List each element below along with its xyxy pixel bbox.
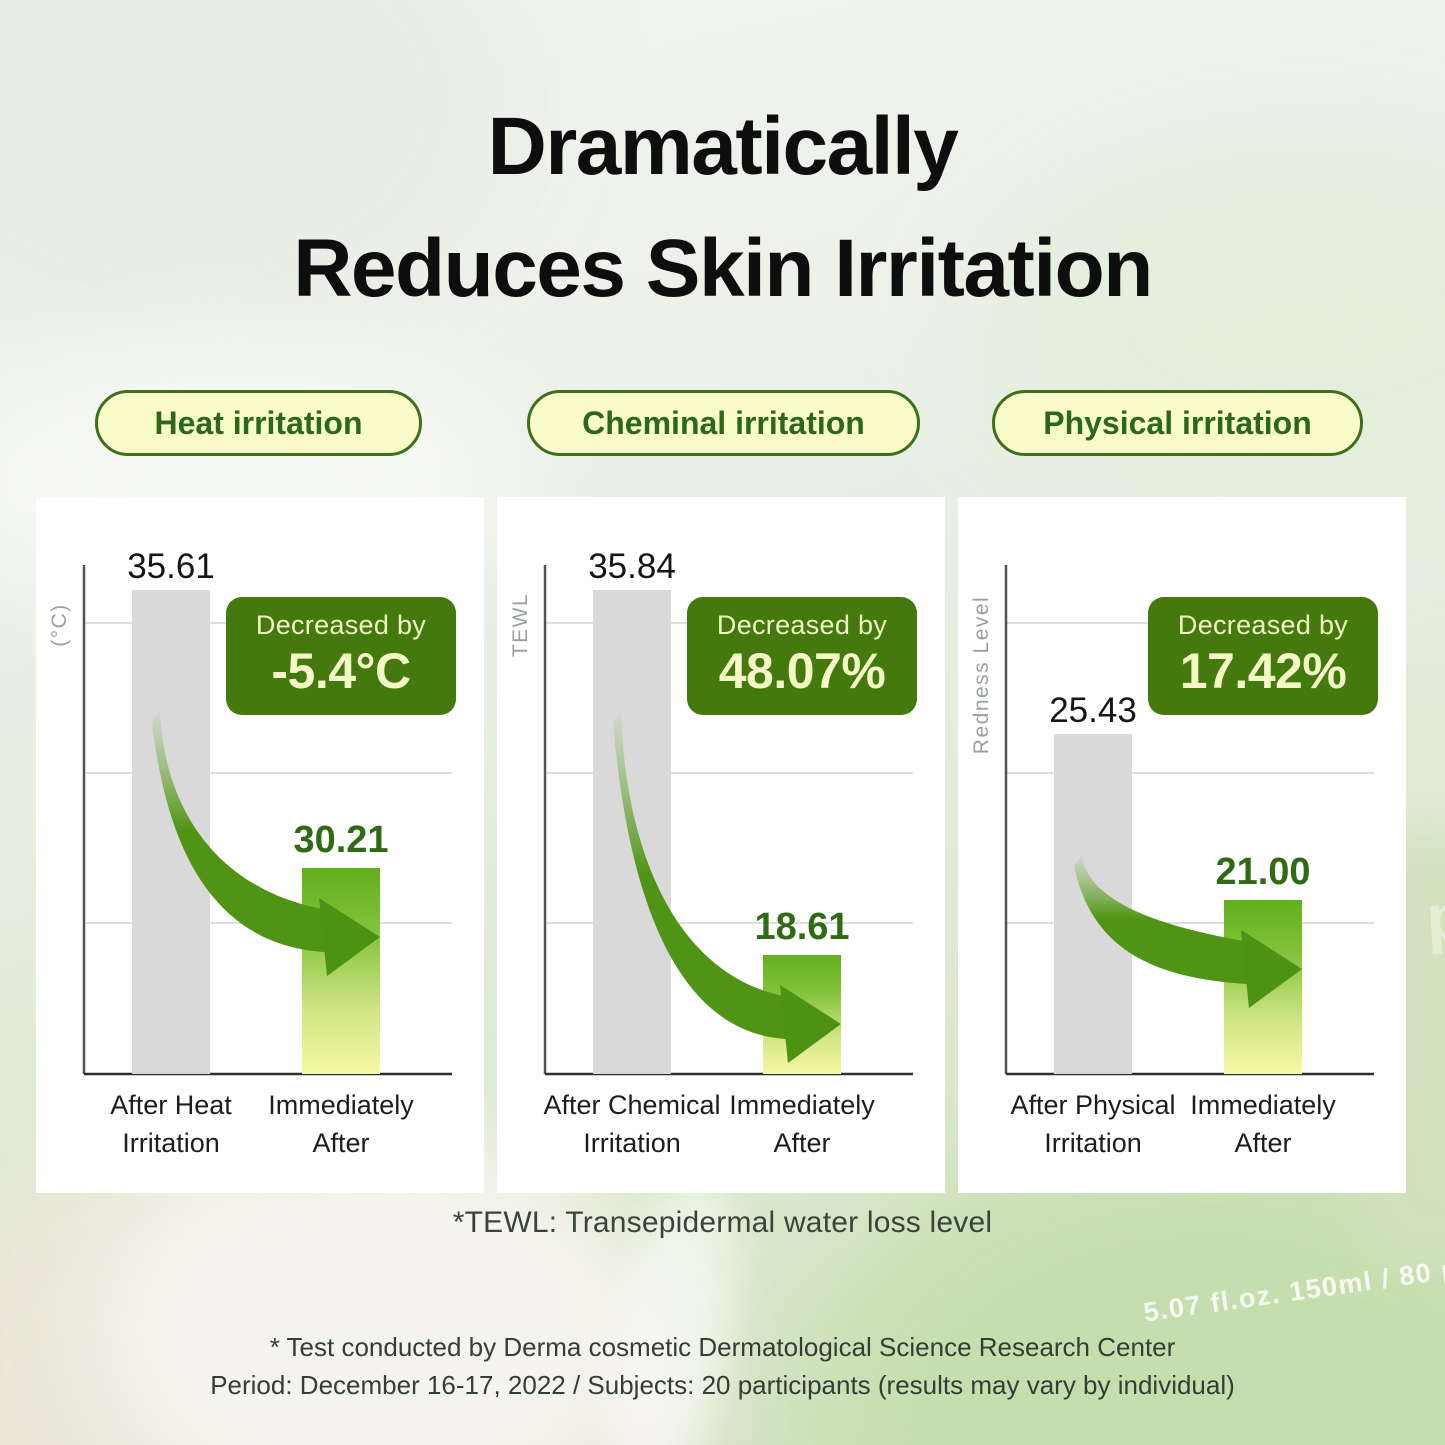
chart-svg: 35.61 30.21 (°C) After Heat Irritation Immedi…: [48, 547, 452, 1158]
decrease-badge-prefix: Decreased by: [255, 610, 427, 640]
page-title: Dramatically Reduces Skin Irritation: [0, 86, 1445, 330]
packaging-volume-watermark: 5.07 fl.oz. 150ml / 80 pads: [1141, 1246, 1445, 1328]
before-category-line1: After Physical: [1010, 1090, 1175, 1120]
after-category-line1: Immediately: [729, 1090, 875, 1120]
decrease-badge-value: -5.4°C: [271, 643, 411, 699]
decrease-arrow-head: [1241, 930, 1302, 1008]
after-value-label: 18.61: [754, 906, 849, 948]
decrease-arrow-tail: [613, 710, 789, 1039]
decrease-badge-physical: Decreased by 17.42%: [1148, 597, 1378, 715]
after-category-line2: After: [312, 1128, 369, 1158]
bar-after: [302, 868, 380, 1074]
page-title-line1: Dramatically: [487, 101, 959, 192]
period-footnote: Period: December 16-17, 2022 / Subjects:…: [210, 1370, 1235, 1400]
after-category-line2: After: [773, 1128, 830, 1158]
tewl-footnote: *TEWL: Transepidermal water loss level: [452, 1206, 993, 1239]
bar-before: [132, 590, 210, 1074]
chart-svg: 35.84 18.61 TEWL After Chemical Irritation Im…: [509, 547, 913, 1158]
decrease-badge-value: 17.42%: [1179, 643, 1347, 699]
before-category-line2: Irritation: [122, 1128, 220, 1158]
decrease-arrow-head: [780, 985, 841, 1063]
decrease-arrow-tail: [152, 710, 328, 952]
before-value-label: 35.84: [588, 547, 676, 586]
after-value-label: 30.21: [293, 819, 388, 861]
before-value-label: 25.43: [1049, 691, 1137, 730]
before-category-line1: After Chemical: [543, 1090, 720, 1120]
decrease-badge-heat: Decreased by -5.4°C: [226, 597, 456, 715]
after-category-line2: After: [1234, 1128, 1291, 1158]
test-footnote: * Test conducted by Derma cosmetic Derma…: [269, 1332, 1176, 1362]
before-category-line2: Irritation: [583, 1128, 681, 1158]
y-axis-label: (°C): [48, 603, 71, 647]
chart-card-heat: 35.61 30.21 (°C) After Heat Irritation Immedi…: [36, 497, 484, 1193]
chart-plot-physical: 25.43 21.00 Redness Level After Physical Irr…: [958, 497, 1406, 1193]
page-title-line2: Reduces Skin Irritation: [293, 223, 1153, 314]
decrease-badge-cheminal: Decreased by 48.07%: [687, 597, 917, 715]
decrease-badge-value: 48.07%: [718, 643, 886, 699]
chart-card-cheminal: 35.84 18.61 TEWL After Chemical Irritation Im…: [497, 497, 945, 1193]
pill-heat-irritation: Heat irritation: [95, 390, 422, 456]
before-category-line1: After Heat: [110, 1090, 232, 1120]
y-axis-label: TEWL: [509, 593, 532, 657]
y-axis-label: Redness Level: [970, 596, 993, 754]
chart-plot-cheminal: 35.84 18.61 TEWL After Chemical Irritation Im…: [497, 497, 945, 1193]
chart-plot-heat: 35.61 30.21 (°C) After Heat Irritation Immedi…: [36, 497, 484, 1193]
before-category-line2: Irritation: [1044, 1128, 1142, 1158]
chart-svg: 25.43 21.00 Redness Level After Physical Irr…: [970, 565, 1374, 1158]
before-value-label: 35.61: [127, 547, 215, 586]
decrease-arrow-head: [319, 898, 380, 976]
after-value-label: 21.00: [1215, 851, 1310, 893]
pill-physical-irritation: Physical irritation: [992, 390, 1363, 456]
chart-card-physical: 25.43 21.00 Redness Level After Physical Irr…: [958, 497, 1406, 1193]
decrease-badge-prefix: Decreased by: [716, 610, 888, 640]
decrease-arrow-tail: [1074, 854, 1250, 984]
after-category-line1: Immediately: [1190, 1090, 1336, 1120]
decrease-badge-prefix: Decreased by: [1177, 610, 1349, 640]
pill-cheminal-irritation: Cheminal irritation: [527, 390, 920, 456]
after-category-line1: Immediately: [268, 1090, 414, 1120]
